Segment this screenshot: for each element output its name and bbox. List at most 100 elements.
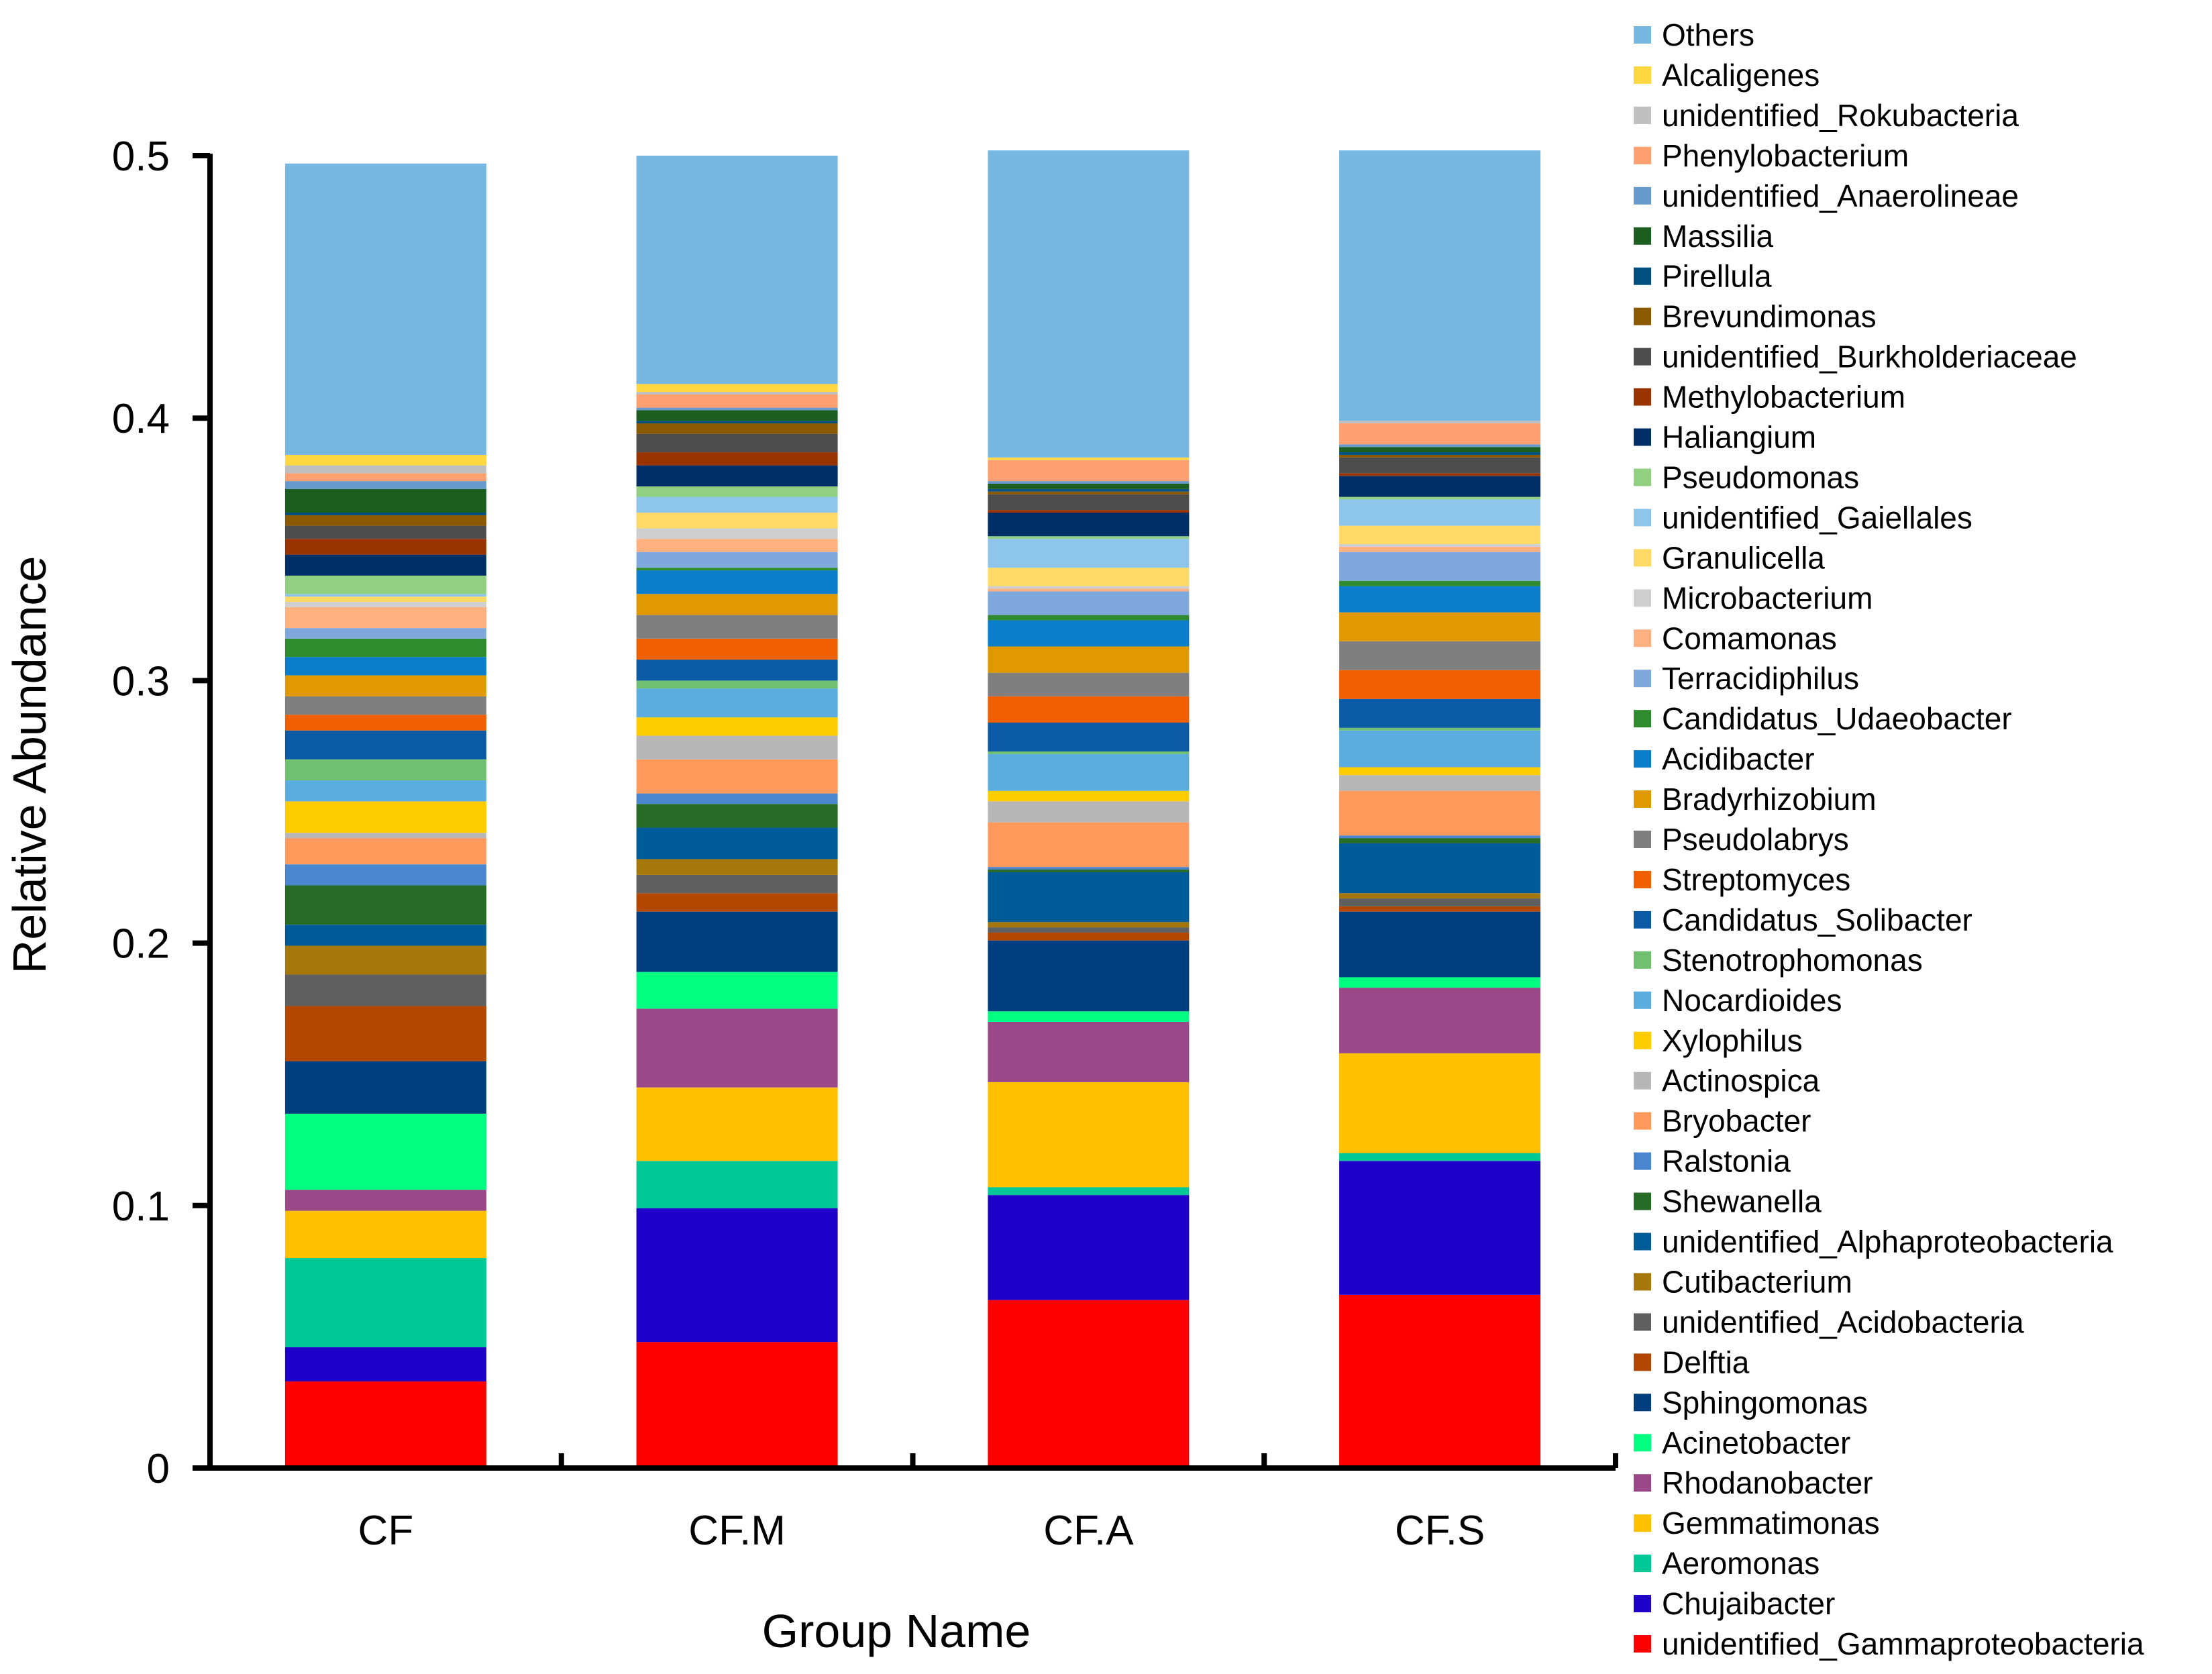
bar-segment-cf-m-unidentified-gammaproteobacteria [636,1342,838,1468]
bar-segment-cf-s-unidentified-gammaproteobacteria [1339,1294,1541,1468]
bar-segment-cf-m-nocardioides [636,688,838,718]
bar-segment-cf-comamonas [284,607,486,629]
bar-segment-cf-a-rhodanobacter [988,1021,1190,1082]
bar-segment-cf-unidentified-anaerolineae [284,481,486,489]
bar-segment-cf-s-microbacterium [1339,543,1541,547]
legend-swatch [1634,870,1651,888]
y-axis-title: Relative Abundance [3,556,56,974]
legend-label: Pirellula [1662,259,1772,294]
bar-segment-cf-s-unidentified-alphaproteobacteria [1339,843,1541,894]
bar-segment-cf-s-pirellula [1339,452,1541,455]
legend-swatch [1634,187,1651,205]
legend-swatch [1634,388,1651,406]
bar-segment-cf-xylophilus [284,801,486,833]
bar-segment-cf-s-terracidiphilus [1339,552,1541,581]
bar-segment-cf-m-bradyrhizobium [636,594,838,615]
bar-segment-cf-unidentified-gaiellales [284,594,486,597]
bar-segment-cf-a-candidatus-udaeobacter [988,615,1190,621]
legend-label: Bradyrhizobium [1662,782,1877,817]
bar-segment-cf-m-delftia [636,893,838,912]
bar-segment-cf-s-acidibacter [1339,586,1541,613]
legend-swatch [1634,910,1651,929]
bar-segment-cf-a-brevundimonas [988,491,1190,494]
bar-segment-cf-pirellula [284,513,486,515]
bar-segment-cf-massilia [284,488,486,513]
bar-segment-cf-actinospica [284,833,486,839]
bar-segment-cf-alcaligenes [284,454,486,466]
bar-segment-cf-stenotrophomonas [284,759,486,781]
legend-swatch [1634,1152,1651,1170]
legend-label: Massilia [1662,219,1774,254]
legend-swatch [1634,1233,1651,1251]
legend-swatch [1634,710,1651,728]
bar-segment-cf-a-pirellula [988,488,1190,492]
bar-segment-cf-m-unidentified-anaerolineae [636,407,838,411]
bar-segment-cf-s-methylobacterium [1339,473,1541,476]
bar-segment-cf-s-brevundimonas [1339,454,1541,458]
legend-label: Cutibacterium [1662,1264,1852,1299]
bar-segment-cf-m-sphingomonas [636,911,838,972]
bar-segment-cf-s-pseudomonas [1339,496,1541,500]
bar-segment-cf-a-delftia [988,932,1190,941]
bar-segment-cf-a-candidatus-solibacter [988,722,1190,752]
bar-segment-cf-pseudolabrys [284,696,486,715]
bar-segment-cf-acidibacter [284,657,486,676]
legend-swatch [1634,26,1651,44]
bar-segment-cf-a-massilia [988,484,1190,489]
x-axis-title: Group Name [762,1605,1031,1657]
bar-segment-cf-m-pirellula [636,421,838,424]
legend-swatch [1634,1071,1651,1090]
bar-segment-cf-s-bradyrhizobium [1339,612,1541,641]
bar-segment-cf-m-pseudolabrys [636,615,838,639]
bar-segment-cf-m-brevundimonas [636,423,838,434]
legend-label: unidentified_Rokubacteria [1662,98,2019,133]
bar-segment-cf-m-xylophilus [636,717,838,736]
bar-segment-cf-s-actinospica [1339,775,1541,791]
legend: Others Alcaligenes unidentified_Rokubacter… [1634,17,2144,1661]
legend-swatch [1634,1595,1651,1613]
bar-segment-cf-s-unidentified-gaiellales [1339,499,1541,526]
bar-segment-cf-a-chujaibacter [988,1195,1190,1300]
x-tick-label: CF [358,1508,414,1554]
legend-label: Pseudolabrys [1662,822,1849,857]
bar-segment-cf-a-terracidiphilus [988,591,1190,615]
legend-swatch [1634,267,1651,285]
bar-segment-cf-s-unidentified-acidobacteria [1339,898,1541,906]
bar-segment-cf-a-nocardioides [988,753,1190,791]
bar-segment-cf-ralstonia [284,864,486,886]
bar-segment-cf-phenylobacterium [284,473,486,482]
bars-layer [284,150,1541,1468]
legend-swatch [1634,1313,1651,1331]
bar-segment-cf-s-delftia [1339,906,1541,912]
bar-segment-cf-m-acidibacter [636,570,838,594]
bar-segment-cf-nocardioides [284,780,486,802]
bar-segment-cf-s-granulicella [1339,525,1541,544]
legend-swatch [1634,549,1651,567]
bar-segment-cf-a-bradyrhizobium [988,646,1190,673]
bar-segment-cf-a-unidentified-burkholderiaceae [988,494,1190,511]
legend-swatch [1634,348,1651,366]
legend-label: Streptomyces [1662,862,1850,897]
bar-segment-cf-unidentified-rokubacteria [284,465,486,474]
legend-label: Acidibacter [1662,741,1815,776]
bar-segment-cf-m-phenylobacterium [636,394,838,408]
bar-segment-cf-s-others [1339,150,1541,421]
bar-segment-cf-chujaibacter [284,1347,486,1381]
legend-swatch [1634,1434,1651,1452]
legend-swatch [1634,1112,1651,1130]
bar-segment-cf-a-alcaligenes [988,457,1190,460]
legend-swatch [1634,146,1651,164]
legend-label: Bryobacter [1662,1104,1811,1139]
legend-label: Pseudomonas [1662,460,1859,494]
legend-swatch [1634,227,1651,245]
bar-segment-cf-m-unidentified-acidobacteria [636,874,838,894]
bar-segment-cf-s-cutibacterium [1339,893,1541,899]
bar-segment-cf-s-unidentified-rokubacteria [1339,421,1541,424]
bar-segment-cf-a-granulicella [988,568,1190,586]
legend-swatch [1634,106,1651,124]
bar-segment-cf-cutibacterium [284,945,486,975]
bar-segment-cf-s-unidentified-burkholderiaceae [1339,457,1541,474]
legend-swatch [1634,1635,1651,1653]
legend-swatch [1634,1394,1651,1412]
